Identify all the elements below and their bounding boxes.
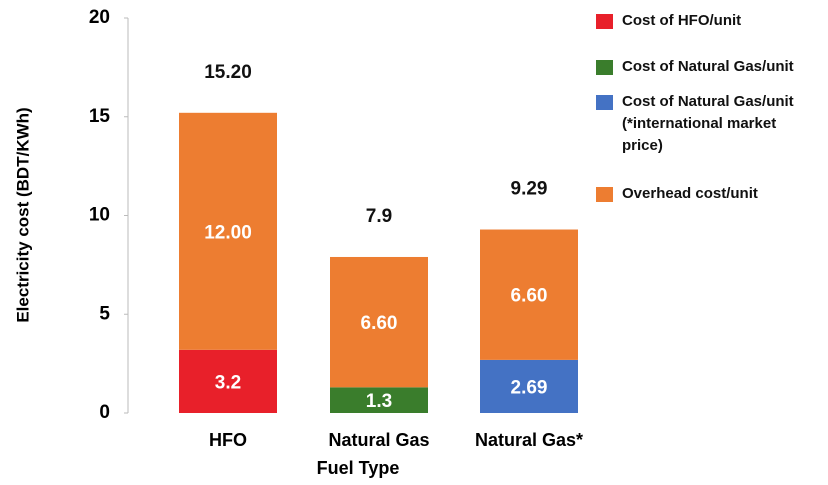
legend-swatch [596,95,613,110]
legend-label: Cost of Natural Gas/unit [622,58,794,75]
x-tick-label: Natural Gas [328,430,429,450]
data-label: 2.69 [511,377,548,398]
bar-segment [480,229,578,360]
total-label: 7.9 [366,206,392,227]
x-axis-label: Fuel Type [317,458,400,478]
y-axis-label: Electricity cost (BDT/KWh) [13,107,32,322]
y-tick-label: 0 [99,402,110,423]
legend-item: Overhead cost/unit [596,183,802,205]
legend-label: Cost of Natural Gas/unit (*international… [622,93,794,154]
legend-swatch [596,14,613,29]
legend-swatch [596,187,613,202]
y-tick-label: 20 [89,7,110,28]
legend-swatch [596,60,613,75]
legend-item: Cost of Natural Gas/unit [596,56,802,78]
legend-item: Cost of Natural Gas/unit (*international… [596,91,802,157]
x-tick-label: Natural Gas* [475,430,583,450]
data-label: 1.3 [366,391,392,412]
legend-label: Cost of HFO/unit [622,12,742,29]
data-label: 3.2 [215,372,241,393]
x-tick-label: HFO [209,430,247,450]
bar-segment [179,112,277,350]
data-label: 12.00 [204,222,252,243]
y-tick-label: 10 [89,205,110,226]
bar-segment [480,359,578,413]
y-tick-label: 15 [89,106,111,127]
legend-label: Overhead cost/unit [622,185,758,202]
legend-item: Cost of HFO/unit [596,10,802,32]
bar-segment [179,349,277,413]
data-label: 6.60 [511,286,548,307]
bar-segment [330,256,428,388]
bar-segment [330,387,428,413]
y-tick-label: 5 [99,303,110,324]
total-label: 9.29 [511,179,548,200]
total-label: 15.20 [204,62,252,83]
data-label: 6.60 [361,313,398,334]
